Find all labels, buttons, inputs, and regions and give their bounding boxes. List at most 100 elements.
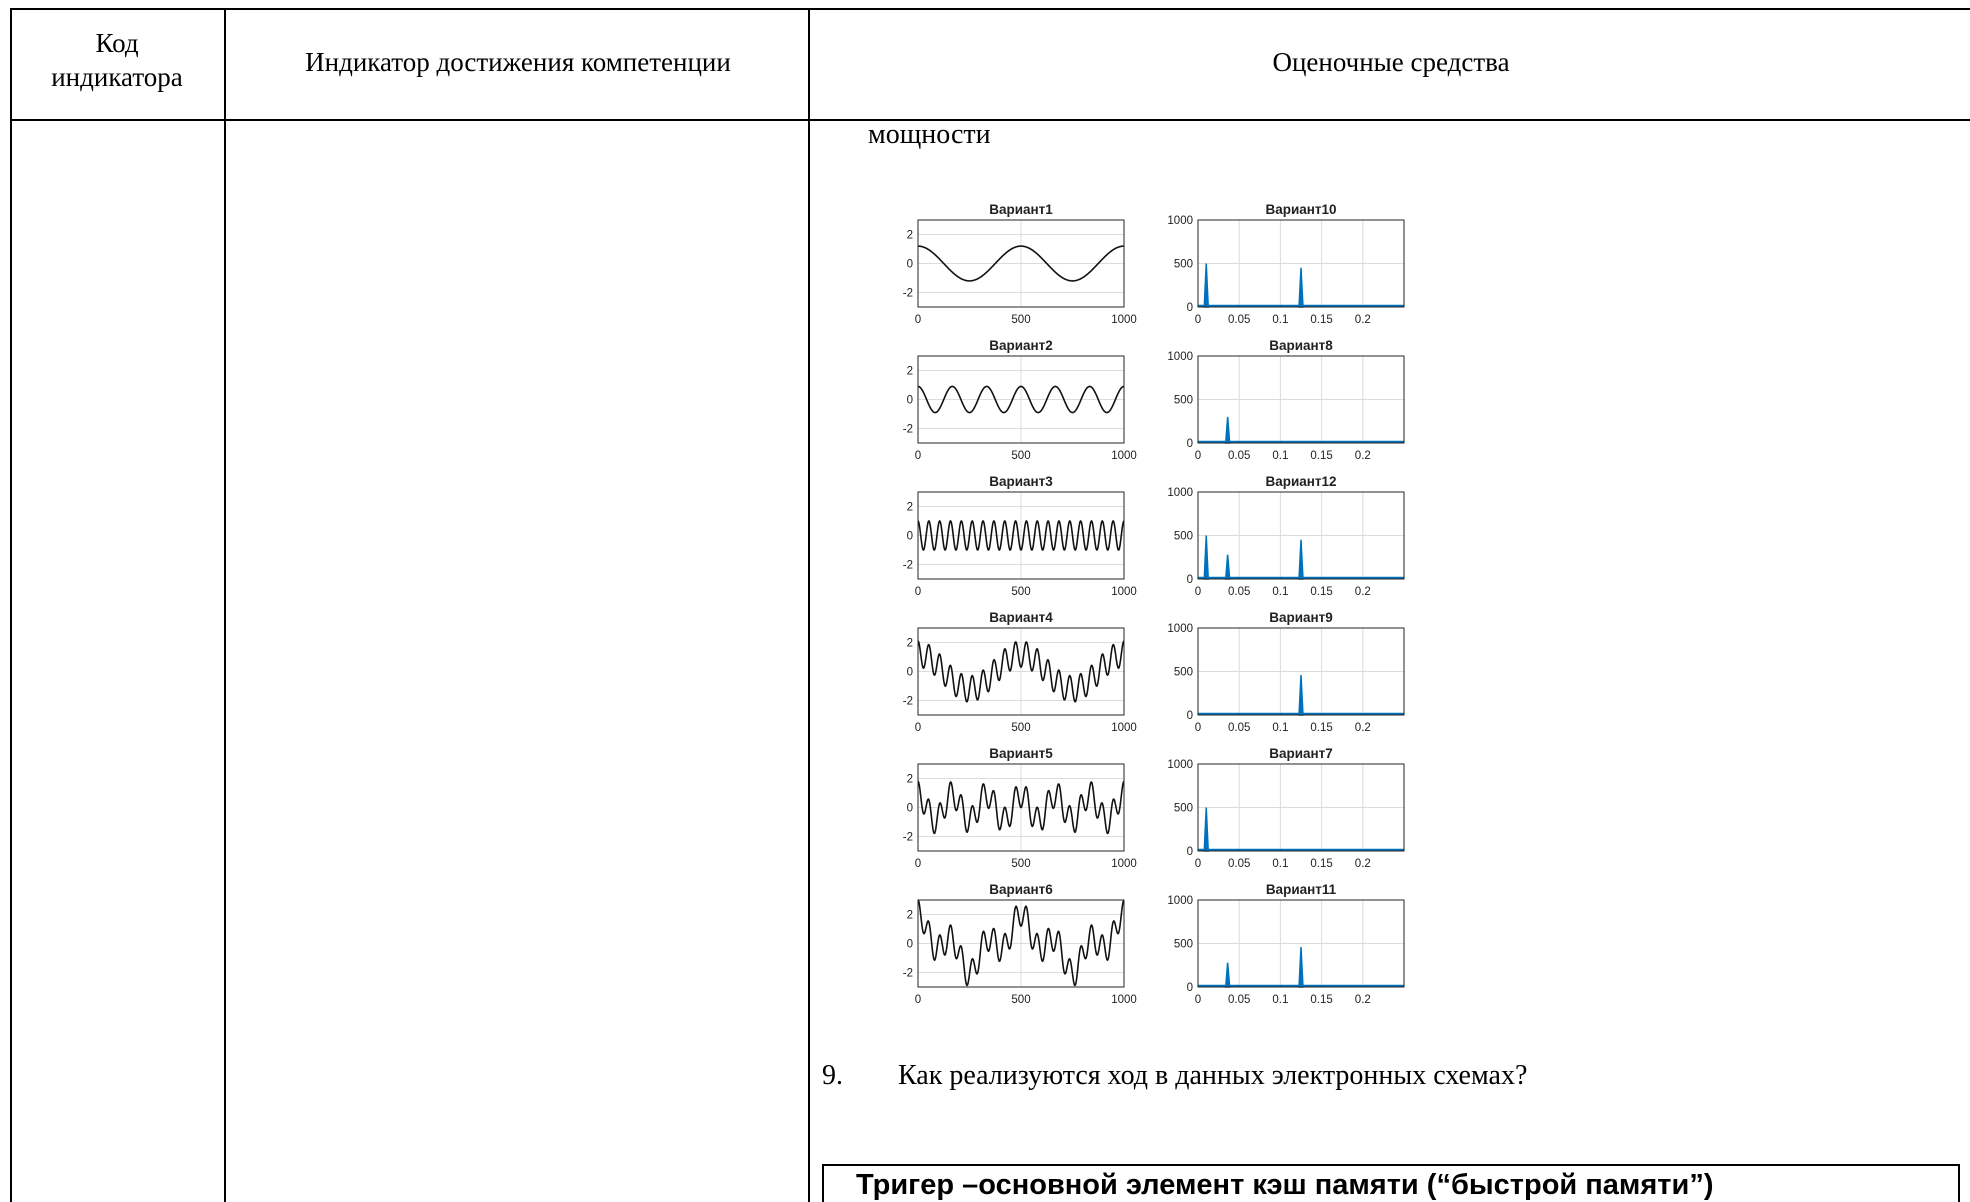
x-tick-label: 0.1 [1272,858,1288,870]
y-tick-label: 1000 [1167,351,1193,363]
x-tick-label: 0 [1195,586,1201,598]
subplot-frame [917,491,1125,580]
spectrum-peak [1298,946,1304,988]
subplot-9: Вариант5 2 0 -2 0 500 1000 [903,746,1137,870]
subplot-frame [917,627,1125,716]
y-tick-label: 2 [907,638,913,650]
subplot-frame [1197,899,1405,988]
x-tick-label: 500 [1011,450,1030,462]
y-tick-label: 2 [907,230,913,242]
subplot-title: Вариант6 [989,882,1053,897]
subplot-title: Вариант11 [1266,882,1337,897]
y-tick-label: 500 [1174,939,1193,951]
question-number: 9. [822,1060,843,1091]
header-code-line2: индикатора [51,62,183,92]
x-tick-label: 0 [915,858,921,870]
y-tick-label: 0 [1187,438,1193,450]
x-tick-label: 0.2 [1355,994,1371,1006]
subplot-frame [917,763,1125,852]
x-tick-label: 0 [1195,994,1201,1006]
table-border-left [10,8,12,1202]
header-indicator-description: Индикатор достижения компетенции [305,47,731,77]
subplot-1: Вариант1 2 0 -2 0 500 1000 [903,202,1137,326]
subplot-frame [1197,219,1405,308]
y-tick-label: 500 [1174,803,1193,815]
y-tick-label: 0 [907,531,913,543]
x-tick-label: 0.15 [1310,858,1332,870]
subplot-3: Вариант2 2 0 -2 0 500 1000 [903,338,1137,462]
x-tick-label: 1000 [1111,314,1137,326]
x-tick-label: 0.05 [1228,586,1250,598]
intro-text: мощности [868,119,991,150]
subplot-8: Вариант9 1000 500 00 0.05 0.1 0.15 0.2 [1167,610,1405,734]
x-tick-label: 500 [1011,314,1030,326]
x-tick-label: 500 [1011,722,1030,734]
subplot-frame [1197,491,1405,580]
x-tick-label: 0.1 [1272,450,1288,462]
y-tick-label: 500 [1174,395,1193,407]
x-tick-label: 1000 [1111,858,1137,870]
subplot-frame [917,219,1125,308]
y-tick-label: 0 [1187,710,1193,722]
signal-line [917,640,1125,703]
y-tick-label: -2 [903,424,913,436]
answer-text: Тригер –основной элемент кэш памяти (“бы… [856,1169,1714,1201]
subplot-frame [1197,355,1405,444]
x-tick-label: 0.1 [1272,994,1288,1006]
y-tick-label: 2 [907,774,913,786]
x-tick-label: 1000 [1111,994,1137,1006]
x-tick-label: 0.05 [1228,450,1250,462]
spectrum-peak [1224,554,1231,580]
spectrum-peak [1203,807,1210,852]
x-tick-label: 0.15 [1310,586,1332,598]
header-code-line1: Код [95,28,139,58]
y-tick-label: 0 [907,803,913,815]
y-tick-label: 0 [1187,846,1193,858]
x-tick-label: 0.2 [1355,858,1371,870]
x-tick-label: 0.05 [1228,314,1250,326]
subplot-title: Вариант1 [989,202,1053,217]
x-tick-label: 0.2 [1355,450,1371,462]
subplot-frame [917,355,1125,444]
subplot-2: Вариант10 1000 500 00 0.05 0.1 0.15 0.2 [1167,202,1405,326]
subplot-6: Вариант12 1000 500 00 0.05 0.1 0.15 0.2 [1167,474,1405,598]
x-tick-label: 0.1 [1272,586,1288,598]
x-tick-label: 0 [915,450,921,462]
x-tick-label: 1000 [1111,450,1137,462]
x-tick-label: 0 [1195,858,1201,870]
y-tick-label: 0 [907,259,913,271]
y-tick-label: 500 [1174,259,1193,271]
subplot-title: Вариант9 [1269,610,1333,625]
spectrum-peak [1203,535,1210,580]
y-tick-label: 0 [1187,302,1193,314]
x-tick-label: 0.1 [1272,722,1288,734]
signal-line [917,385,1125,414]
y-tick-label: 500 [1174,667,1193,679]
x-tick-label: 0 [915,586,921,598]
x-tick-label: 0 [915,314,921,326]
subplot-title: Вариант12 [1265,474,1336,489]
x-tick-label: 0.15 [1310,722,1332,734]
y-tick-label: 2 [907,910,913,922]
subplot-7: Вариант4 2 0 -2 0 500 1000 [903,610,1137,734]
signal-line [918,245,1124,282]
x-tick-label: 0 [915,722,921,734]
table-header-divider [10,119,1970,121]
x-tick-label: 0 [1195,314,1201,326]
spectrum-peak [1203,263,1210,308]
subplot-title: Вариант3 [989,474,1053,489]
subplot-title: Вариант4 [989,610,1053,625]
subplot-title: Вариант8 [1269,338,1333,353]
subplot-11: Вариант6 2 0 -2 0 500 1000 [903,882,1137,1006]
x-tick-label: 0.05 [1228,722,1250,734]
y-tick-label: -2 [903,696,913,708]
y-tick-label: 0 [1187,982,1193,994]
subplot-frame [1197,627,1405,716]
x-tick-label: 0.2 [1355,314,1371,326]
y-tick-label: 0 [907,667,913,679]
signal-line [917,899,1125,987]
x-tick-label: 0.15 [1310,450,1332,462]
x-tick-label: 0 [1195,450,1201,462]
y-tick-label: 1000 [1167,623,1193,635]
